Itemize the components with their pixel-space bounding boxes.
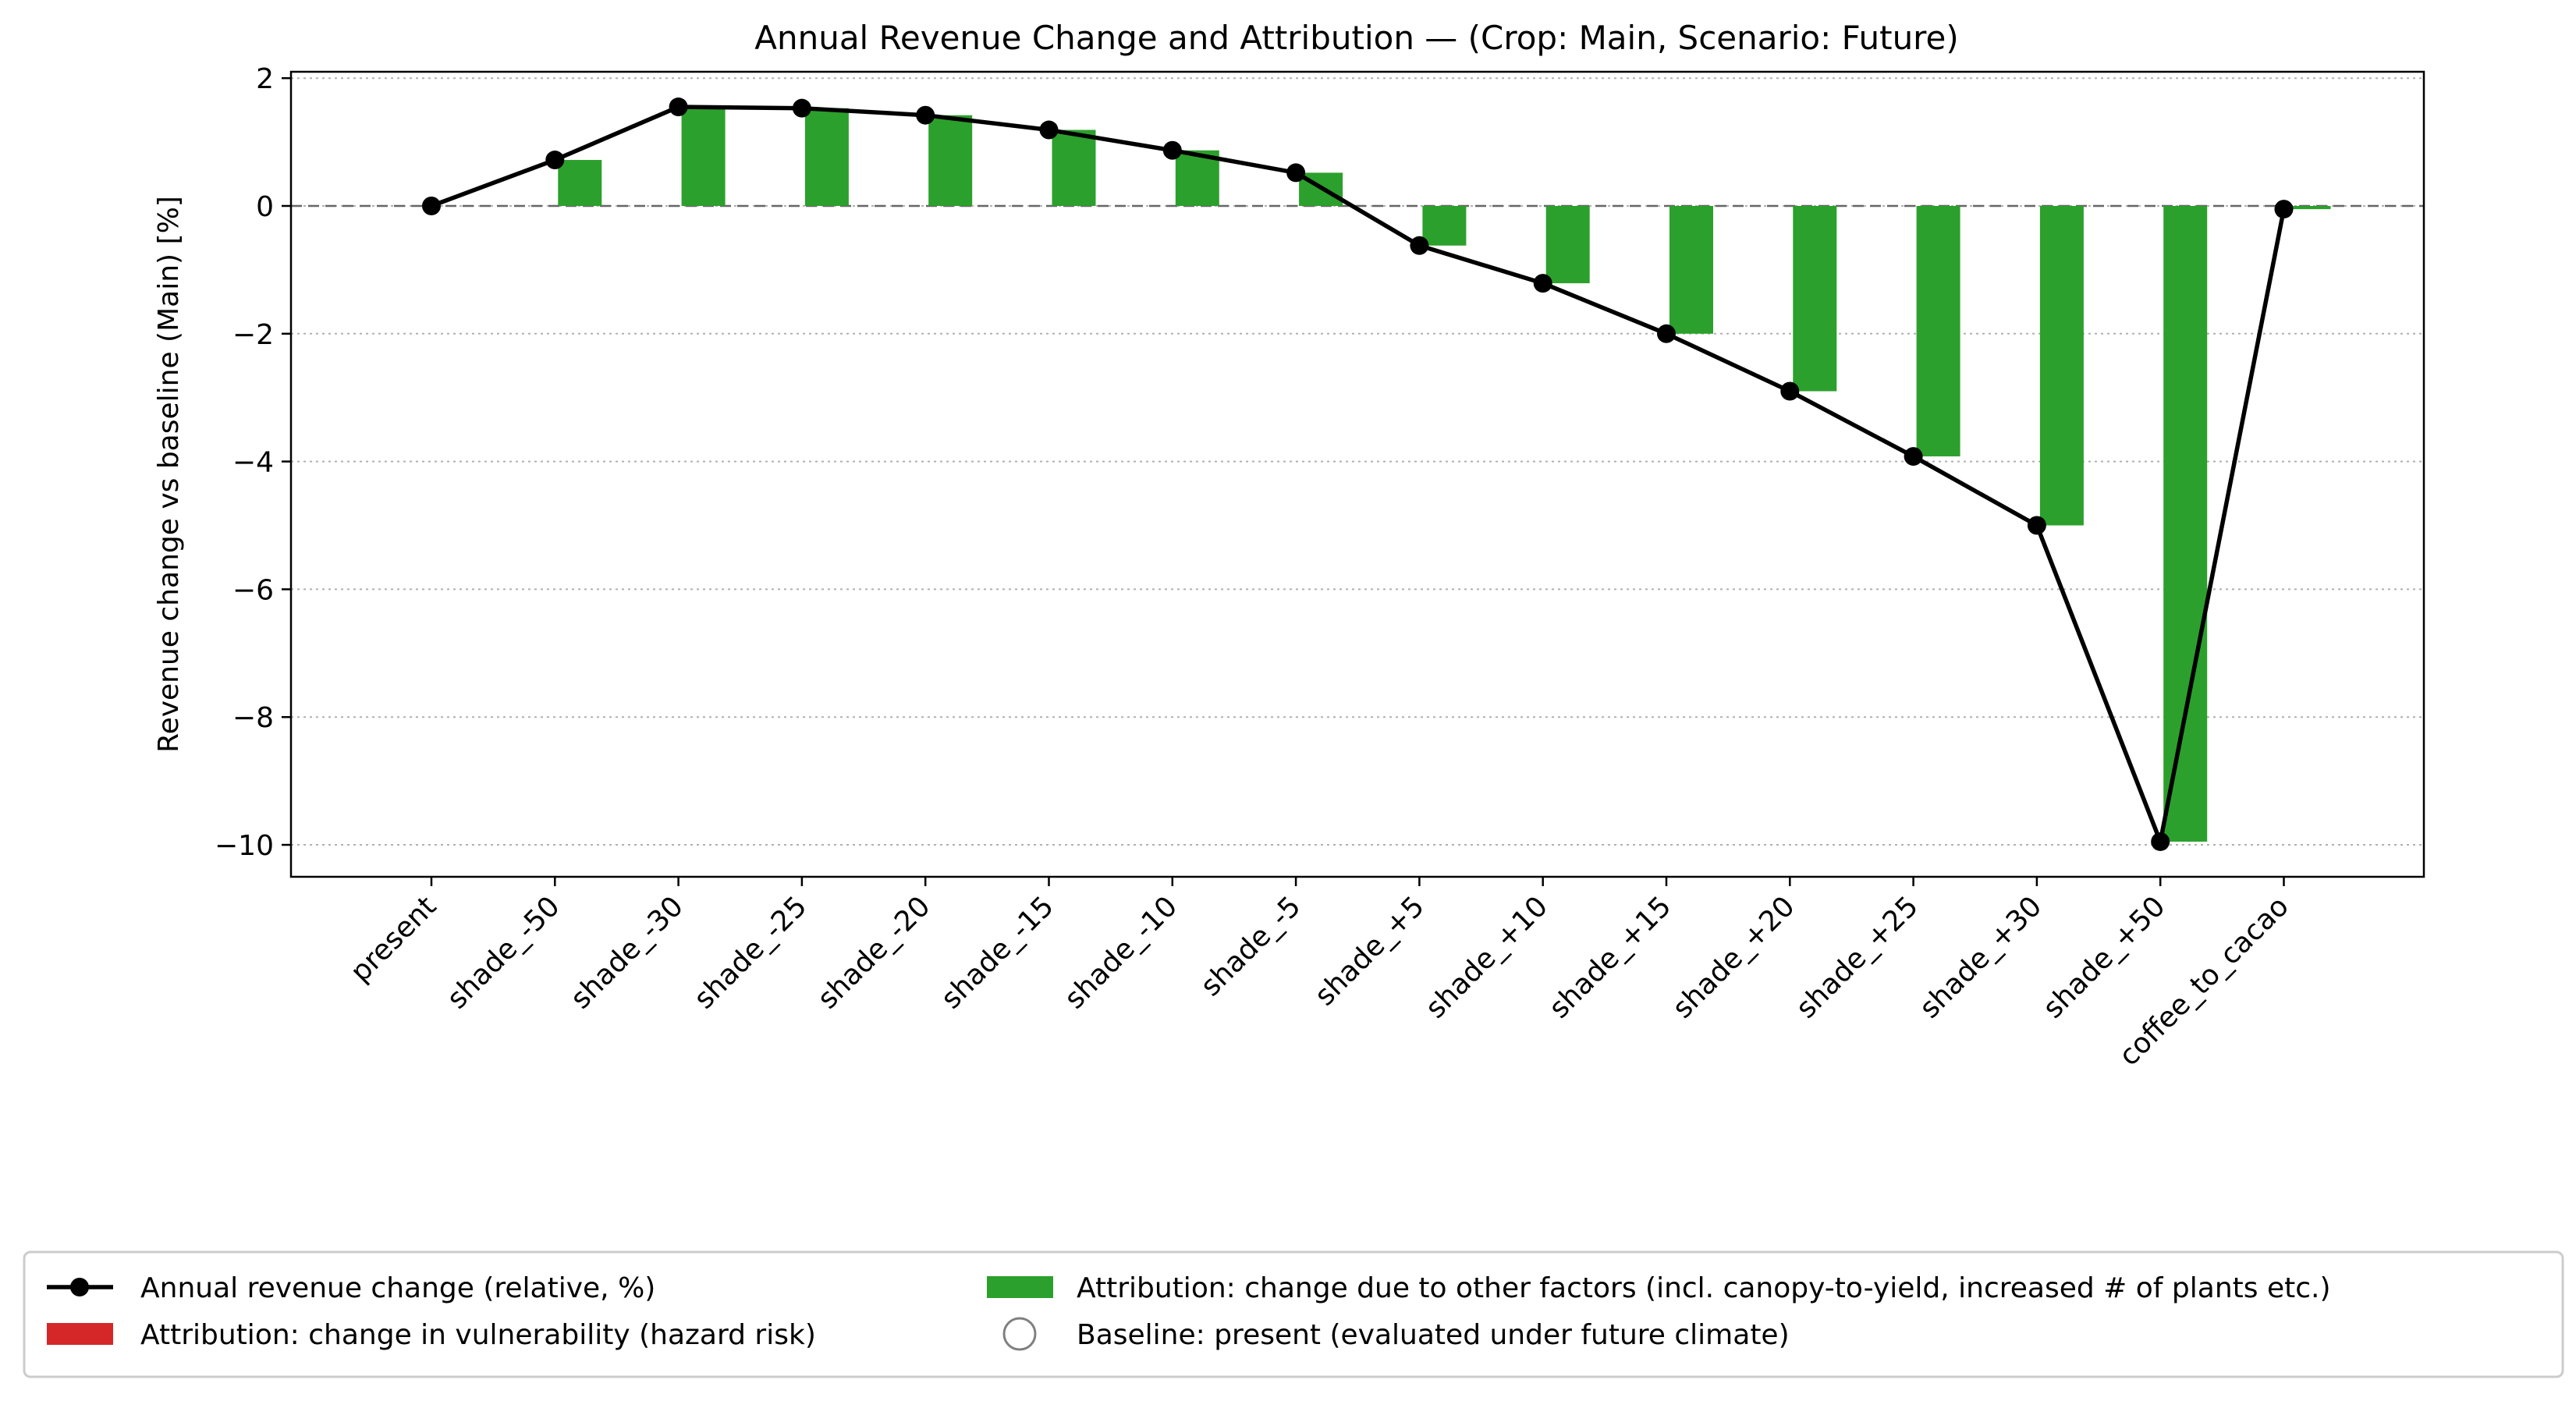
y-tick-label: 0 — [256, 191, 274, 223]
y-tick-label: −2 — [232, 319, 274, 351]
revenue-change-point — [1904, 447, 1923, 466]
legend-patch-swatch — [47, 1323, 113, 1345]
x-tick-label: shade_-30 — [565, 890, 690, 1015]
attribution-bar — [2163, 206, 2208, 842]
legend-entry: Annual revenue change (relative, %) — [47, 1272, 655, 1304]
revenue-change-point — [2027, 516, 2046, 535]
legend-label: Baseline: present (evaluated under futur… — [1077, 1319, 1790, 1351]
x-tick-label: shade_-15 — [935, 890, 1060, 1015]
revenue-change-point — [1533, 274, 1552, 293]
x-tick-label: shade_-50 — [442, 890, 566, 1015]
legend: Annual revenue change (relative, %) Attri… — [23, 1250, 2564, 1378]
y-axis: 2 0 −2 −4 −6 −8 −10 — [215, 63, 291, 862]
revenue-change-line — [431, 105, 2287, 844]
y-tick-label: 2 — [256, 63, 274, 95]
y-tick-label: −4 — [232, 447, 274, 479]
revenue-change-point — [1039, 120, 1059, 140]
attribution-bar — [558, 160, 602, 206]
revenue-change-point — [2151, 832, 2170, 851]
revenue-change-point — [422, 197, 441, 215]
x-tick-label: shade_+15 — [1543, 890, 1677, 1024]
x-tick-label: shade_+25 — [1790, 890, 1925, 1024]
y-tick-label: −6 — [232, 574, 274, 606]
plot-frame — [291, 72, 2424, 877]
legend-entry: Baseline: present (evaluated under futur… — [1002, 1317, 1790, 1351]
attribution-bar — [2039, 206, 2084, 526]
attribution-bar — [1052, 129, 1096, 206]
legend-frame — [23, 1250, 2564, 1378]
revenue-change-point — [669, 98, 688, 117]
x-tick-label: shade_+10 — [1420, 890, 1554, 1024]
legend-items: Annual revenue change (relative, %) Attri… — [47, 1272, 2331, 1351]
legend-entry: Attribution: change in vulnerability (ha… — [47, 1319, 816, 1351]
attribution-bar — [804, 108, 849, 206]
y-tick-label: −10 — [215, 830, 274, 862]
x-tick-label: shade_-25 — [688, 890, 813, 1015]
attribution-bar — [1545, 206, 1590, 284]
x-tick-label: shade_+50 — [2037, 890, 2171, 1024]
legend-label: Attribution: change due to other factors… — [1077, 1272, 2331, 1304]
revenue-change-point — [1162, 140, 1182, 160]
revenue-change-point — [1780, 381, 1800, 401]
x-tick-label: present — [345, 890, 443, 988]
y-axis-label: Revenue change vs baseline (Main) [%] — [153, 196, 185, 753]
y-tick-label: −8 — [232, 702, 274, 734]
legend-label: Attribution: change in vulnerability (ha… — [140, 1319, 816, 1351]
attribution-bar — [2287, 206, 2331, 210]
x-axis: presentshade_-50shade_-30shade_-25shade_… — [345, 877, 2295, 1073]
attribution-bar — [928, 115, 973, 206]
revenue-change-point — [1410, 236, 1429, 255]
legend-entry: Attribution: change due to other factors… — [987, 1272, 2331, 1304]
revenue-change-point — [1657, 324, 1676, 343]
x-tick-label: shade_+5 — [1309, 890, 1431, 1012]
plot-area — [289, 70, 2425, 878]
attribution-bar — [681, 107, 726, 206]
revenue-change-point — [2274, 200, 2294, 219]
x-tick-label: shade_+20 — [1666, 890, 1801, 1024]
x-tick-label: shade_-10 — [1059, 890, 1183, 1015]
x-tick-label: shade_-20 — [811, 890, 936, 1015]
revenue-change-point — [545, 151, 565, 170]
revenue-change-points — [422, 98, 2294, 851]
legend-patch-swatch — [987, 1276, 1053, 1298]
revenue-change-point — [1286, 163, 1306, 183]
legend-marker-swatch — [70, 1278, 89, 1296]
chart-title: Annual Revenue Change and Attribution — … — [754, 19, 1959, 57]
plot-border — [289, 70, 2425, 878]
legend-circle-swatch — [1002, 1317, 1037, 1351]
x-tick-label: shade_+30 — [1914, 890, 2048, 1024]
attribution-bar — [1916, 206, 1960, 457]
attribution-bar — [1793, 206, 1837, 392]
revenue-change-point — [792, 98, 811, 118]
x-tick-label: shade_-5 — [1195, 890, 1308, 1002]
attribution-bars — [558, 107, 2331, 842]
legend-label: Annual revenue change (relative, %) — [140, 1272, 655, 1304]
attribution-bar — [1422, 206, 1467, 246]
revenue-change-point — [916, 105, 935, 125]
attribution-bar — [1669, 206, 1713, 334]
